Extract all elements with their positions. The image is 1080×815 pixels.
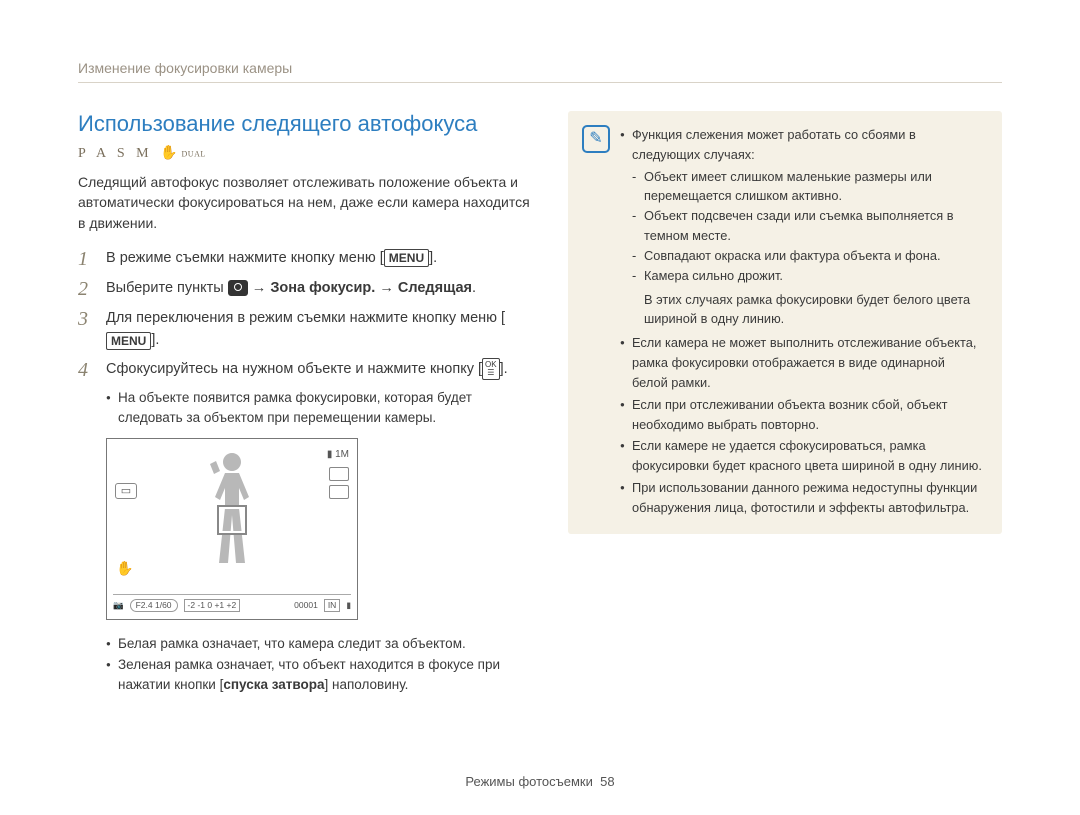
- frame-counter: 00001: [294, 600, 318, 610]
- note-text: В этих случаях рамка фокусировки будет б…: [632, 290, 984, 330]
- arrow-text: →: [248, 280, 271, 296]
- menu-button-icon: MENU: [106, 332, 151, 350]
- note-sublist: Объект имеет слишком маленькие размеры и…: [632, 167, 984, 286]
- step-number: 4: [78, 358, 96, 382]
- sub-bullet-list: На объекте появится рамка фокусировки, к…: [106, 388, 540, 429]
- sub-bullet-list: Белая рамка означает, что камера следит …: [106, 634, 540, 695]
- list-item: Камера сильно дрожит.: [632, 266, 984, 286]
- step-text: ].: [429, 250, 437, 266]
- note-box: ✎ Функция слежения может работать со сбо…: [568, 111, 1002, 534]
- arrow-text: →: [375, 280, 398, 296]
- manual-page: Изменение фокусировки камеры Использован…: [0, 0, 1080, 815]
- list-item: Совпадают окраска или фактура объекта и …: [632, 246, 984, 266]
- list-item: При использовании данного режима недосту…: [620, 478, 984, 518]
- step-body: В режиме съемки нажмите кнопку меню [MEN…: [106, 247, 437, 269]
- list-item: Зеленая рамка означает, что объект наход…: [106, 655, 540, 696]
- list-item: Если при отслеживании объекта возник сбо…: [620, 395, 984, 435]
- step-3: 3 Для переключения в режим съемки нажмит…: [78, 307, 540, 352]
- list-item: Объект подсвечен сзади или съемка выполн…: [632, 206, 984, 246]
- step-body: Сфокусируйтесь на нужном объекте и нажми…: [106, 358, 508, 380]
- list-item: На объекте появится рамка фокусировки, к…: [106, 388, 540, 429]
- mode-indicator: P A S M ✋DUAL: [78, 145, 540, 162]
- ev-scale: -2 -1 0 +1 +2: [184, 599, 241, 612]
- page-number: 58: [600, 774, 614, 789]
- indicator-icon: [329, 467, 349, 481]
- list-item: Если камера не может выполнить отслежива…: [620, 333, 984, 392]
- camera-icon: [228, 280, 248, 296]
- ok-button-icon: OK☰: [482, 358, 500, 380]
- menu-path: Зона фокусир.: [270, 280, 375, 296]
- step-text: Для переключения в режим съемки нажмите …: [106, 310, 505, 326]
- dual-label: DUAL: [182, 149, 206, 158]
- lcd-preview: ▭ ✋ ▮ 1M 📷 F2.4 1/60 -2 -1 0 +1 +2 00001…: [106, 438, 358, 620]
- hand-icon: ✋: [160, 146, 181, 161]
- lcd-status-bar: 📷 F2.4 1/60 -2 -1 0 +1 +2 00001 IN ▮: [113, 594, 351, 613]
- step-text: ].: [151, 332, 159, 348]
- step-text: В режиме съемки нажмите кнопку меню [: [106, 250, 384, 266]
- step-text: ].: [500, 361, 508, 377]
- step-text: Выберите пункты: [106, 280, 228, 296]
- step-list: 1 В режиме съемки нажмите кнопку меню [M…: [78, 247, 540, 382]
- step-number: 2: [78, 277, 96, 301]
- aperture-value: F2.4 1/60: [130, 599, 178, 612]
- list-item: Функция слежения может работать со сбоям…: [620, 125, 984, 329]
- menu-button-icon: MENU: [384, 249, 429, 267]
- size-indicator: ▮ 1M: [327, 449, 349, 460]
- step-4: 4 Сфокусируйтесь на нужном объекте и наж…: [78, 358, 540, 382]
- step-text: Сфокусируйтесь на нужном объекте и нажми…: [106, 361, 482, 377]
- note-text: Функция слежения может работать со сбоям…: [632, 127, 916, 162]
- page-footer: Режимы фотосъемки 58: [0, 774, 1080, 789]
- camera-small-icon: 📷: [113, 600, 124, 611]
- list-item: Объект имеет слишком маленькие размеры и…: [632, 167, 984, 207]
- step-number: 3: [78, 307, 96, 331]
- step-body: Выберите пункты → Зона фокусир. → Следящ…: [106, 277, 476, 299]
- right-column: ✎ Функция слежения может работать со сбо…: [568, 111, 1002, 705]
- list-item: Белая рамка означает, что камера следит …: [106, 634, 540, 654]
- menu-path: Следящая: [398, 280, 472, 296]
- intro-text: Следящий автофокус позволяет отслеживать…: [78, 172, 540, 233]
- section-label: Режимы фотосъемки: [465, 774, 592, 789]
- step-2: 2 Выберите пункты → Зона фокусир. → След…: [78, 277, 540, 301]
- af-frame-icon: [217, 505, 247, 535]
- storage-indicator: IN: [324, 599, 341, 612]
- indicator-icon: [329, 485, 349, 499]
- page-title: Использование следящего автофокуса: [78, 111, 540, 137]
- mode-letters: P A S M: [78, 146, 153, 161]
- step-1: 1 В режиме съемки нажмите кнопку меню [M…: [78, 247, 540, 271]
- breadcrumb: Изменение фокусировки камеры: [78, 60, 1002, 83]
- shutter-label: спуска затвора: [223, 677, 324, 692]
- list-item: Если камере не удается сфокусироваться, …: [620, 436, 984, 476]
- mode-badge-icon: ▭: [115, 483, 137, 499]
- note-icon: ✎: [582, 125, 610, 153]
- battery-icon: ▮: [346, 600, 351, 611]
- step-text: .: [472, 280, 476, 296]
- note-list: Функция слежения может работать со сбоям…: [620, 125, 984, 518]
- step-body: Для переключения в режим съемки нажмите …: [106, 307, 540, 352]
- stabilizer-icon: ✋: [115, 561, 135, 575]
- left-column: Использование следящего автофокуса P A S…: [78, 111, 540, 705]
- bullet-text: ] наполовину.: [325, 677, 409, 692]
- step-number: 1: [78, 247, 96, 271]
- two-column-layout: Использование следящего автофокуса P A S…: [78, 111, 1002, 705]
